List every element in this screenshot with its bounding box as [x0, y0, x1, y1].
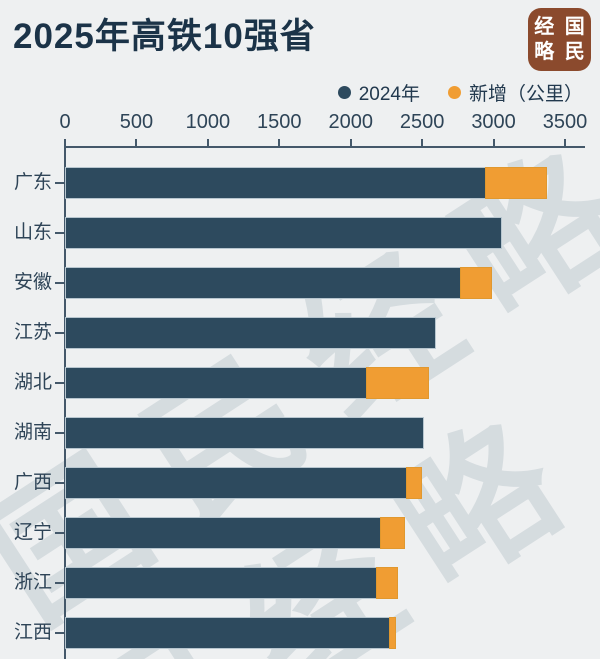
category-label: 山东: [13, 222, 52, 243]
category-tick: [55, 232, 64, 234]
bar-segment-2024: [66, 368, 368, 398]
legend-label: 新增（公里）: [468, 84, 583, 105]
category-tick: [55, 382, 64, 384]
bar-segment-2024: [66, 168, 486, 198]
bar-segment-new: [407, 468, 421, 498]
category-label: 江西: [13, 622, 52, 643]
x-axis-tick-label: 1000: [185, 111, 231, 133]
category-tick: [55, 182, 64, 184]
x-axis-tick-label: 2000: [328, 111, 373, 133]
category-tick: [55, 632, 64, 634]
logo-char: 民: [564, 41, 585, 63]
bar-segment-new: [367, 368, 429, 398]
legend-label: 2024年: [358, 84, 420, 105]
y-axis-line: [64, 146, 66, 659]
bar-segment-2024: [66, 268, 461, 298]
category-label: 辽宁: [13, 522, 52, 543]
x-axis-tick: [349, 139, 352, 147]
category-label: 浙江: [13, 572, 52, 593]
bar-segment-new: [390, 618, 395, 648]
brand-logo: 经 国 略 民: [528, 8, 591, 71]
x-axis-tick: [206, 139, 209, 147]
category-label: 安徽: [13, 272, 52, 293]
category-label: 江苏: [13, 322, 52, 343]
category-label: 广西: [13, 472, 52, 493]
category-tick: [55, 532, 64, 534]
x-axis-tick-label: 0: [59, 111, 71, 133]
bar-segment-2024: [66, 568, 378, 598]
legend-item-new: 新增（公里）: [447, 79, 583, 106]
x-axis-tick-label: 3000: [471, 111, 516, 133]
category-tick: [55, 582, 64, 584]
page-title: 2025年高铁10强省: [13, 17, 316, 56]
x-axis-tick-label: 3500: [542, 111, 588, 133]
bar-segment-2024: [66, 618, 391, 648]
logo-char: 经: [534, 16, 555, 38]
category-label: 湖南: [13, 422, 52, 443]
x-axis-tick: [64, 139, 66, 147]
bar-segment-new: [377, 568, 397, 598]
bar-segment-2024: [66, 218, 501, 248]
bar-segment-2024: [66, 318, 435, 348]
category-label: 湖北: [13, 372, 52, 393]
bar-segment-2024: [66, 418, 424, 448]
x-axis-line: [64, 146, 585, 148]
logo-char: 国: [564, 16, 585, 38]
legend-dot-icon: [447, 86, 461, 99]
bar-segment-new: [486, 168, 546, 198]
category-label: 广东: [13, 172, 52, 193]
x-axis-tick-label: 1500: [257, 111, 302, 133]
legend-item-2024: 2024年: [337, 79, 420, 106]
x-axis-tick: [421, 139, 424, 147]
bar-segment-new: [461, 268, 491, 298]
x-axis-tick: [564, 139, 566, 147]
chart-legend: 2024年 新增（公里）: [337, 79, 583, 106]
category-tick: [55, 282, 64, 284]
x-axis-tick: [135, 139, 138, 147]
logo-char: 略: [534, 41, 555, 63]
category-tick: [55, 482, 64, 484]
x-axis-tick: [278, 139, 281, 147]
category-tick: [55, 332, 64, 334]
x-axis-tick: [492, 139, 495, 147]
bar-segment-new: [381, 518, 404, 548]
x-axis-tick-label: 500: [119, 111, 154, 133]
x-axis-tick-label: 2500: [399, 111, 445, 133]
bar-segment-2024: [66, 468, 408, 498]
category-tick: [55, 432, 64, 434]
bar-segment-2024: [66, 518, 381, 548]
legend-dot-icon: [337, 86, 351, 99]
